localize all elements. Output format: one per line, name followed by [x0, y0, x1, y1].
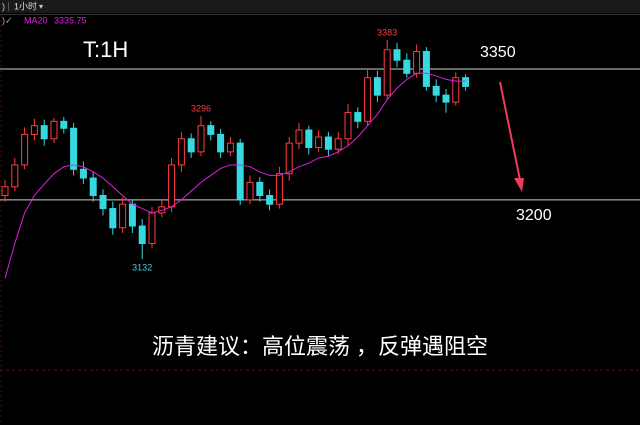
candle-body: [442, 94, 450, 103]
candle-body: [30, 125, 38, 135]
candle-body: [217, 133, 225, 153]
candle-body: [364, 77, 372, 122]
candle-body: [354, 112, 362, 122]
candle-body: [119, 203, 127, 229]
candle-body: [432, 85, 440, 96]
candle-body: [305, 129, 313, 148]
ma-name: MA20: [24, 15, 48, 25]
candle-body: [383, 49, 391, 96]
timeframe-title: T:1H: [83, 37, 128, 62]
candle-body: [89, 177, 97, 196]
toolbar-mark: ): [2, 1, 5, 11]
candle-body: [187, 138, 195, 153]
candle-body: [344, 112, 352, 140]
candle-body: [256, 181, 264, 196]
candle-body: [413, 50, 421, 74]
candle-body: [315, 136, 323, 148]
advice-text: 沥青建议：高位震荡 ，反弹遇阻空: [152, 334, 488, 359]
level-label: 3200: [516, 207, 552, 224]
candle-body: [422, 50, 430, 87]
ma-toggle[interactable]: )✓: [2, 15, 13, 25]
candle-body: [197, 125, 205, 153]
extreme-label: 3132: [132, 263, 152, 273]
candle-body: [168, 164, 176, 208]
period[interactable]: 1小时: [14, 0, 37, 11]
candle-body: [21, 133, 29, 166]
candle-body: [11, 164, 19, 188]
candle-body: [79, 168, 87, 179]
toolbar-sep: [8, 2, 9, 11]
candle-body: [40, 125, 48, 140]
candle-body: [452, 77, 460, 103]
level-label: 3350: [480, 44, 516, 61]
candle-body: [285, 142, 293, 175]
extreme-label: 3296: [191, 103, 211, 113]
dropdown-arrow[interactable]: ▾: [39, 2, 43, 11]
ma-line: [4, 72, 466, 279]
candle-body: [324, 136, 332, 150]
candle-body: [177, 138, 185, 166]
candle-body: [393, 49, 401, 61]
ma-value: 3335.75: [54, 15, 87, 25]
candle-body: [50, 120, 58, 140]
candle-body: [373, 77, 381, 96]
candle-body: [334, 138, 342, 150]
candle-body: [128, 203, 136, 227]
candle-body: [1, 186, 9, 196]
candle-body: [138, 225, 146, 244]
candle-body: [148, 212, 156, 244]
candle-body: [275, 173, 283, 205]
extreme-label: 3383: [377, 28, 397, 38]
arrow-head: [514, 178, 524, 192]
toolbar-border: [0, 14, 640, 15]
candle-body: [99, 194, 107, 210]
candle-body: [236, 142, 244, 201]
candle-body: [109, 208, 117, 229]
arrow-shaft: [499, 81, 521, 181]
candle-body: [462, 77, 470, 87]
candle-body: [70, 127, 78, 170]
candle-body: [246, 181, 254, 201]
candle-body: [295, 129, 303, 144]
candle-body: [207, 125, 215, 135]
candle-body: [60, 120, 68, 129]
arrow: [499, 81, 524, 192]
candle-body: [226, 142, 234, 153]
candle-body: [403, 59, 411, 74]
candle-body: [266, 194, 274, 205]
toolbar: [0, 0, 640, 13]
